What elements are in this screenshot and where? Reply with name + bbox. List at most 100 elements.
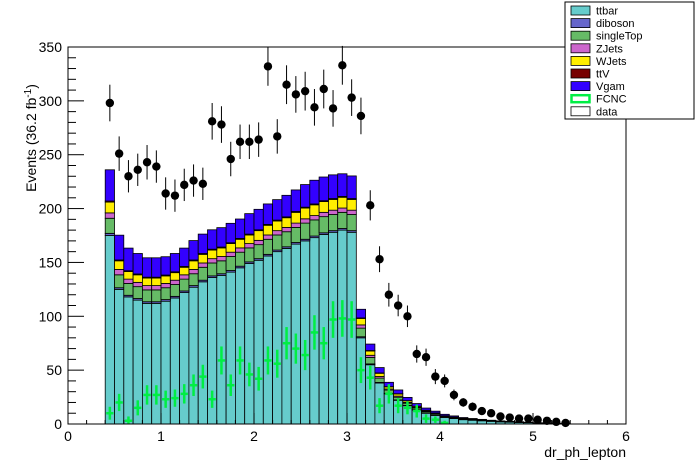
data-point [338, 45, 347, 85]
bar-ZJets [337, 207, 348, 213]
data-point [375, 246, 384, 273]
bar-ttbar [123, 296, 134, 425]
data-point [412, 345, 421, 363]
bar-singleTop [300, 222, 311, 240]
fcnc-point [124, 416, 133, 424]
bar-ZJets [179, 274, 190, 280]
data-point [133, 153, 142, 186]
fcnc-point [282, 327, 291, 360]
fcnc-point [152, 385, 160, 405]
data-point [477, 406, 487, 416]
bar-ZJets [281, 227, 292, 233]
bar-ttbar [234, 267, 246, 425]
data-point [552, 417, 561, 427]
bar-ZJets [327, 209, 339, 215]
data-point [356, 97, 366, 135]
bar-Vgam [448, 415, 459, 418]
bar-ZJets [346, 209, 357, 215]
bar-Vgam [244, 213, 255, 235]
data-point [524, 414, 533, 423]
fcnc-point [134, 400, 142, 416]
data-point [217, 106, 226, 143]
bar-singleTop [114, 274, 125, 289]
x-axis: 0 1 2 3 4 5 6 [64, 413, 630, 444]
bar-Vgam [151, 257, 162, 278]
bar-Vgam [309, 179, 320, 205]
fcnc-point [375, 398, 384, 414]
bar-ttbar [467, 419, 478, 425]
bar-ZJets [123, 278, 134, 284]
bar-singleTop [272, 234, 283, 251]
bar-singleTop [225, 256, 236, 271]
data-point [542, 416, 552, 425]
fcnc-point [338, 300, 346, 337]
data-point [486, 409, 496, 418]
fcnc-point [106, 406, 114, 420]
y-tick-label: 250 [39, 147, 63, 163]
bar-Vgam [160, 256, 171, 276]
bar-WJets [123, 271, 134, 280]
bar-singleTop [179, 278, 190, 292]
y-axis-label-main: Events (36.2 fb [23, 97, 39, 191]
bar-WJets [374, 372, 385, 377]
bar-ttbar [253, 259, 264, 425]
bar-WJets [253, 230, 264, 241]
y-axis-label-close: ) [23, 84, 39, 89]
legend-entry-Vgam: Vgam [570, 81, 625, 93]
data-point [403, 305, 412, 328]
legend-label: Vgam [596, 81, 625, 93]
data-point [514, 414, 524, 423]
bar-WJets [151, 277, 162, 286]
bar-ZJets [309, 215, 320, 221]
bar-ZJets [244, 243, 255, 249]
bar-ZJets [151, 285, 162, 291]
x-tick-label: 0 [64, 428, 72, 444]
legend-entry-data: data [570, 106, 618, 118]
bar-Vgam [430, 410, 441, 414]
fcnc-point [301, 339, 309, 371]
bar-Vgam [476, 418, 487, 421]
bar-ZJets [216, 256, 227, 262]
fcnc-point [227, 374, 235, 396]
bar-WJets [207, 249, 218, 260]
bar-ttbar [188, 286, 199, 425]
bar-ttbar [141, 302, 153, 425]
bar-Vgam [300, 184, 311, 208]
legend-label: WJets [596, 56, 627, 68]
bar-WJets [179, 266, 190, 276]
data-point [198, 167, 208, 200]
fcnc-point [413, 404, 421, 418]
bar-ttbar [448, 418, 459, 425]
bar-singleTop [160, 287, 171, 300]
bar-WJets [188, 260, 199, 270]
bar-singleTop [104, 217, 115, 234]
bar-ttbar [104, 235, 115, 425]
bar-Vgam [207, 229, 218, 250]
bar-Vgam [467, 418, 478, 420]
data-point [561, 418, 570, 428]
bar-singleTop [290, 227, 301, 243]
bar-singleTop [365, 357, 376, 365]
bar-ttbar [179, 292, 190, 425]
data-point [180, 168, 189, 202]
bar-WJets [160, 275, 171, 284]
bar-ZJets [272, 230, 283, 236]
bar-singleTop [216, 260, 227, 275]
bar-ZJets [141, 285, 153, 291]
bar-WJets [234, 238, 246, 249]
fcnc-point [273, 349, 281, 378]
bar-ZJets [290, 222, 301, 228]
data-point [421, 348, 431, 366]
data-point [282, 65, 291, 105]
data-point [319, 69, 328, 109]
bar-Vgam [272, 199, 283, 221]
fcnc-point [217, 346, 226, 375]
bar-Vgam [225, 222, 236, 244]
bar-singleTop [253, 244, 264, 260]
data-point [124, 160, 133, 193]
fcnc-point [245, 362, 253, 387]
bar-Vgam [253, 208, 264, 231]
bar-Vgam [141, 257, 153, 278]
fcnc-point [162, 390, 170, 408]
bar-singleTop [234, 251, 246, 267]
